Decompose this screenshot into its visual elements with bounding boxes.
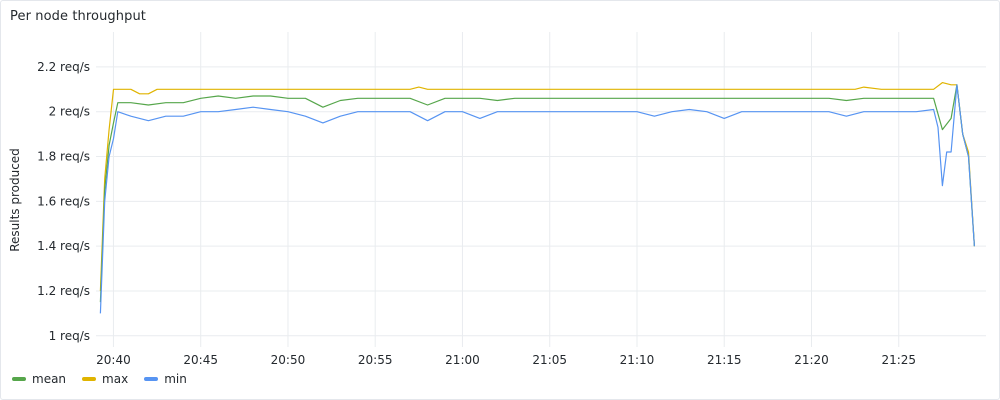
series-line-max[interactable] (99, 82, 975, 292)
series-line-min[interactable] (99, 84, 975, 314)
series-line-mean[interactable] (99, 84, 975, 303)
x-tick-label: 21:00 (445, 353, 480, 367)
series-lines (99, 82, 975, 314)
legend-swatch (144, 377, 159, 381)
x-tick-label: 20:55 (358, 353, 393, 367)
legend-label: max (102, 372, 129, 386)
y-tick-label: 2.2 req/s (37, 60, 90, 74)
legend-item-min[interactable]: min (144, 372, 187, 386)
y-tick-label: 1.8 req/s (37, 150, 90, 164)
legend-item-mean[interactable]: mean (12, 372, 66, 386)
x-tick-label: 21:10 (620, 353, 655, 367)
legend-swatch (12, 377, 26, 381)
legend-swatch (82, 377, 97, 381)
legend-label: min (164, 372, 187, 386)
x-tick-label: 21:25 (881, 353, 916, 367)
legend-label: mean (32, 372, 67, 386)
x-tick-label: 20:50 (271, 353, 306, 367)
x-tick-label: 21:15 (707, 353, 742, 367)
panel-title[interactable]: Per node throughput (10, 9, 146, 24)
grid (96, 32, 986, 347)
y-axis-label: Results produced (8, 148, 22, 252)
x-axis: 20:40 20:45 20:50 20:55 21:00 21:05 21:10 21:15… (96, 353, 916, 367)
y-tick-label: 2 req/s (49, 105, 90, 119)
legend: mean max min (12, 372, 187, 386)
x-tick-label: 21:20 (794, 353, 829, 367)
x-tick-label: 20:45 (183, 353, 218, 367)
x-tick-label: 21:05 (532, 353, 567, 367)
y-tick-label: 1.6 req/s (37, 194, 90, 208)
y-tick-label: 1.2 req/s (37, 284, 90, 298)
y-tick-label: 1.4 req/s (37, 239, 90, 253)
legend-item-max[interactable]: max (82, 372, 128, 386)
y-tick-label: 1 req/s (49, 329, 90, 343)
x-tick-label: 20:40 (96, 353, 131, 367)
y-axis: 1 req/s 1.2 req/s 1.4 req/s 1.6 req/s 1.8 re… (37, 60, 90, 343)
